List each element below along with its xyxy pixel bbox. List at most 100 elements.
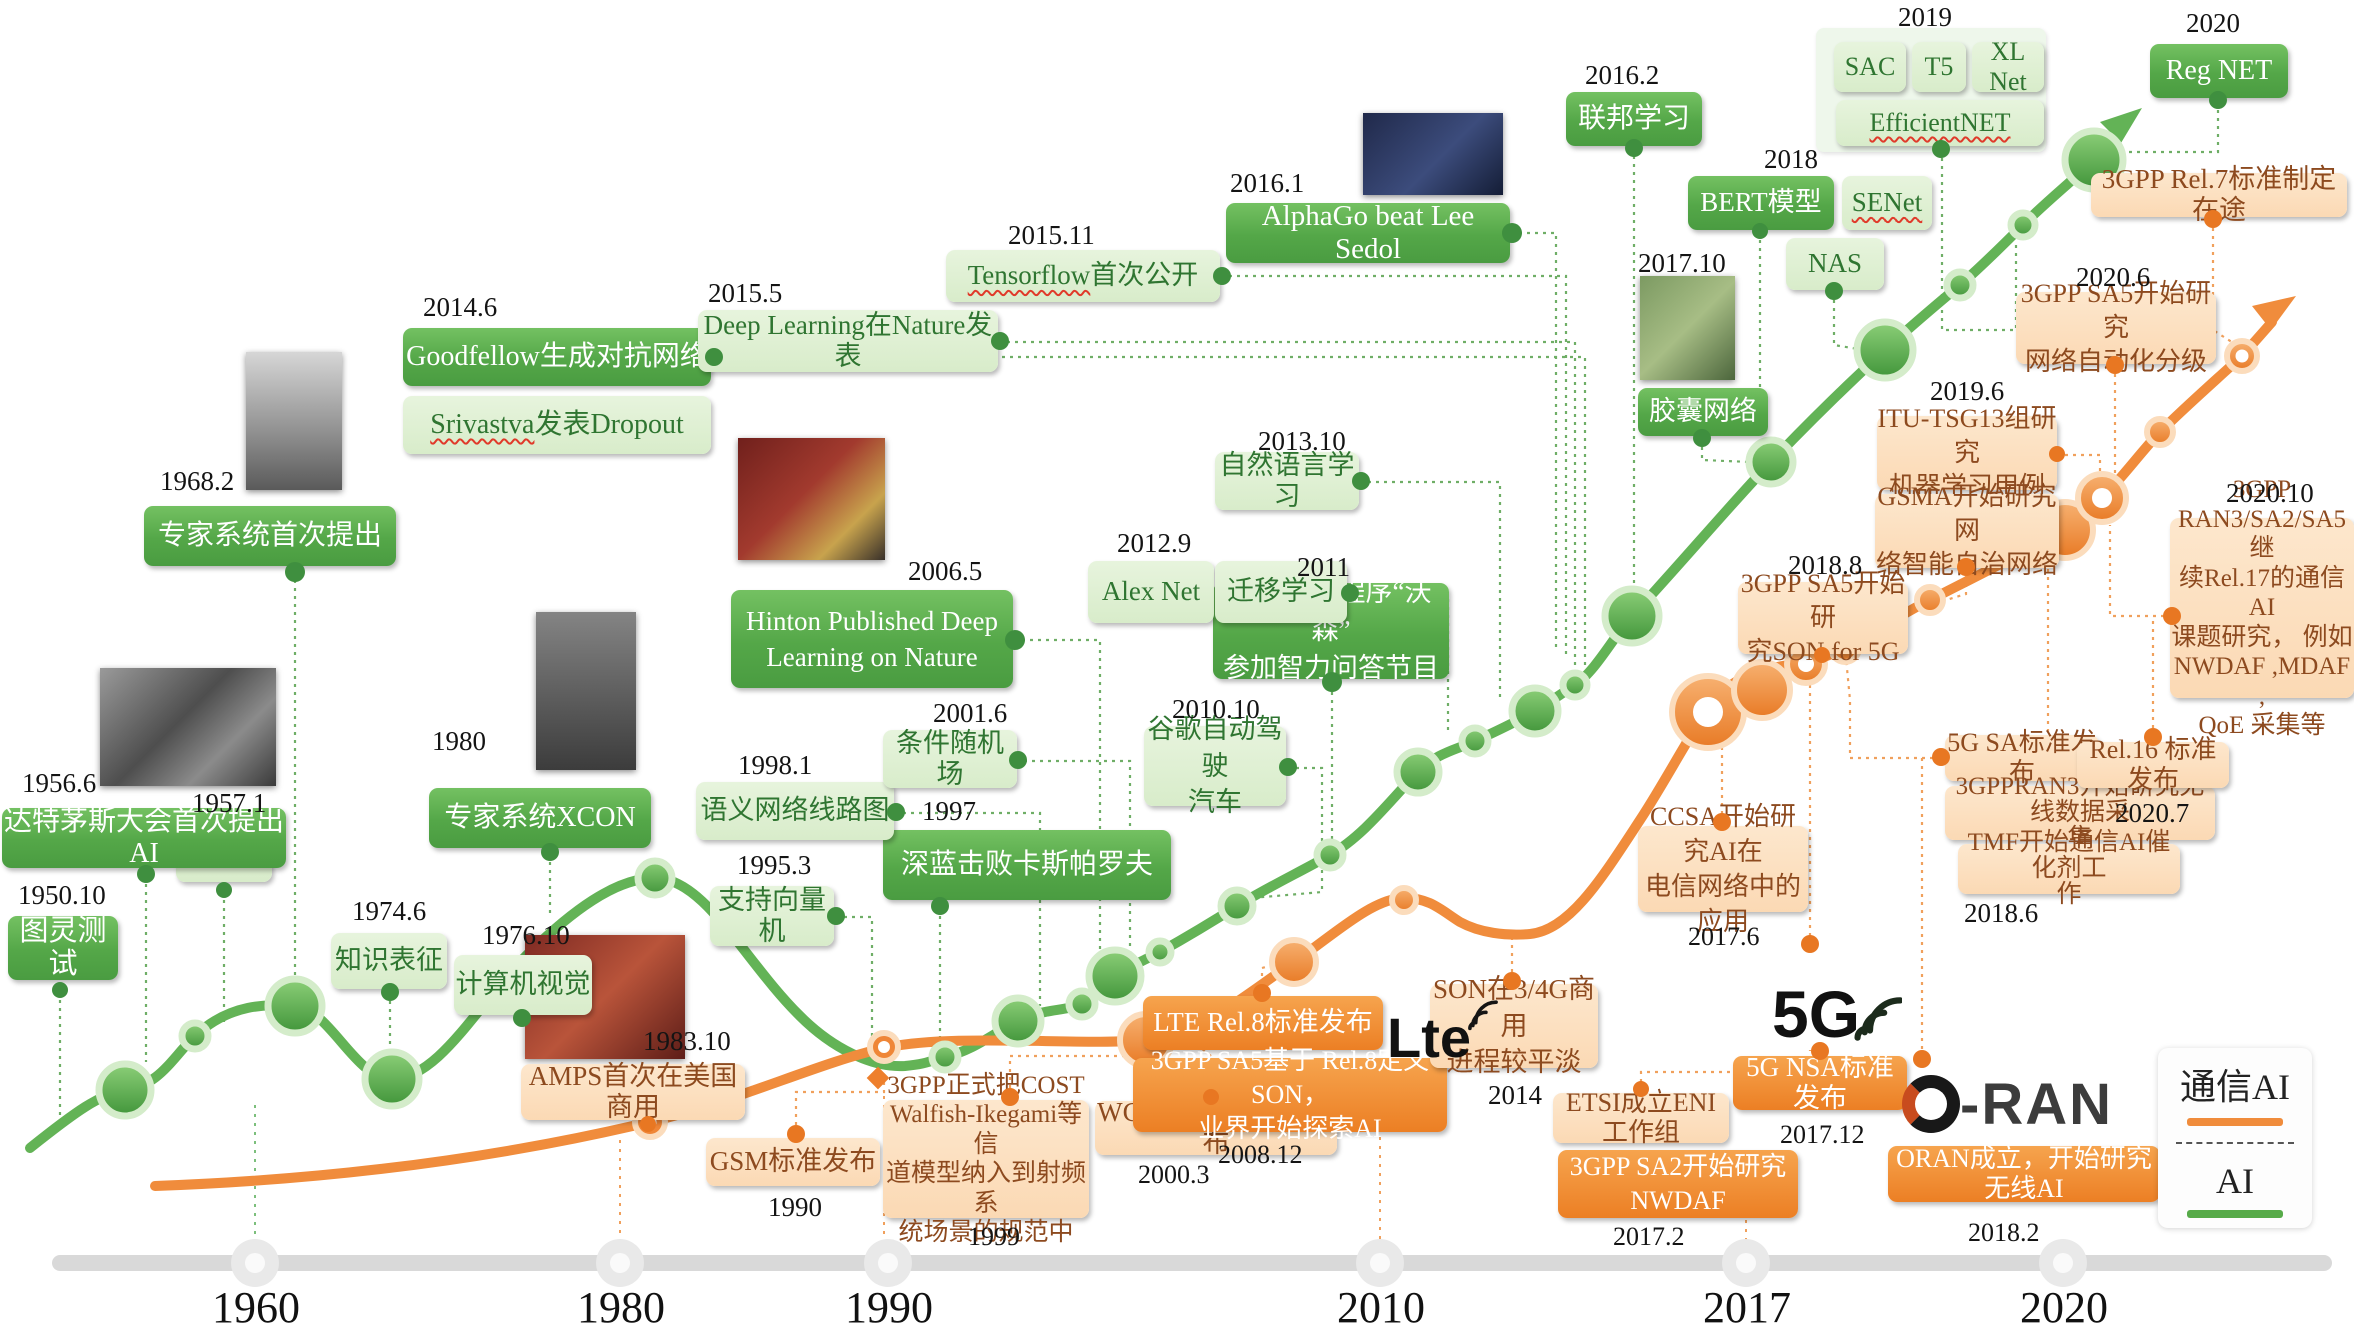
date-2020-10: 2020.10 bbox=[2226, 478, 2314, 508]
ai-curve-bubbles bbox=[95, 127, 2127, 1120]
event-regnet: Reg NET bbox=[2150, 44, 2288, 98]
event-nlp: 自然语言学习 bbox=[1215, 450, 1359, 511]
date-2014: 2014 bbox=[1488, 1080, 1542, 1110]
date-1980: 1980 bbox=[432, 726, 486, 756]
event-xcon: 专家系统XCON bbox=[429, 788, 651, 848]
event-sa5-son5g: 3GPP SA5开始研 究SON for 5G bbox=[1738, 569, 1908, 666]
event-dl-nature: Deep Learning在Nature发表 bbox=[698, 310, 998, 372]
date-2011: 2011 bbox=[1297, 552, 1350, 582]
event-gsm: GSM标准发布 bbox=[706, 1138, 880, 1186]
senet-label: SENet bbox=[1851, 187, 1923, 218]
event-semantic-network: 语义网络线路图 bbox=[696, 782, 894, 840]
event-oran-founded: ORAN成立，开始研究无线AI bbox=[1888, 1144, 2160, 1203]
date-2020-7: 2020.7 bbox=[2115, 798, 2190, 828]
lte-logo-waves bbox=[1468, 1000, 1498, 1031]
axis-2017: 2017 bbox=[1703, 1283, 1791, 1330]
timeline-axis-bar bbox=[52, 1255, 2332, 1271]
date-2013-10: 2013.10 bbox=[1258, 426, 1346, 456]
date-2008-12: 2008.12 bbox=[1218, 1140, 1303, 1169]
event-rel17-study: 3GPP RAN3/SA2/SA5继 续Rel.17的通信AI 课题研究， 例如… bbox=[2170, 476, 2354, 740]
axis-2010: 2010 bbox=[1337, 1283, 1425, 1330]
event-alphago: AlphaGo beat Lee Sedol bbox=[1226, 200, 1510, 265]
event-rel7: 3GPP Rel.7标准制定在途 bbox=[2091, 164, 2347, 225]
date-1998-1: 1998.1 bbox=[738, 750, 813, 780]
date-1956-6: 1956.6 bbox=[22, 768, 97, 798]
telecom-curve-arrowhead bbox=[2252, 296, 2296, 330]
event-tmf: TMF开始通信AI催化剂工 作 bbox=[1958, 829, 2180, 908]
date-2018-2: 2018.2 bbox=[1968, 1218, 2040, 1247]
lte-logo: Lte bbox=[1387, 985, 1499, 1065]
axis-1980: 1980 bbox=[577, 1283, 665, 1330]
date-1990-event: 1990 bbox=[768, 1192, 822, 1222]
5g-logo: 5G bbox=[1772, 948, 1902, 1047]
event-xlnet: XL Net bbox=[1972, 37, 2044, 96]
date-1974-6: 1974.6 bbox=[352, 896, 427, 926]
date-2019-6: 2019.6 bbox=[1930, 376, 2005, 406]
date-2015-5: 2015.5 bbox=[708, 278, 783, 308]
date-2020-6: 2020.6 bbox=[2076, 262, 2151, 292]
dartmouth-conference-photo bbox=[100, 668, 276, 786]
legend-ai-label: AI bbox=[2216, 1161, 2254, 1201]
oran-logo: -RAN bbox=[1902, 1066, 2146, 1142]
event-lte-rel8: LTE Rel.8标准发布 bbox=[1143, 996, 1383, 1050]
event-ran3-data: 3GPPRAN3开始研究无线数据采 集 bbox=[1945, 773, 2215, 852]
date-1995-3: 1995.3 bbox=[737, 850, 812, 880]
date-2018: 2018 bbox=[1764, 144, 1818, 174]
event-rel16: Rel.16 标准发布 bbox=[2077, 735, 2229, 794]
5g-logo-waves bbox=[1854, 997, 1902, 1041]
date-1957-1: 1957.1 bbox=[192, 788, 267, 818]
date-2010-10: 2010.10 bbox=[1172, 694, 1260, 724]
legend-ai-swatch bbox=[2187, 1210, 2283, 1218]
event-5g-nsa: 5G NSA标准发布 bbox=[1733, 1052, 1907, 1113]
event-ccsa: CCSA开始研究AI在 电信网络中的应用 bbox=[1638, 802, 1808, 936]
hinton-portrait-photo bbox=[1640, 276, 1735, 380]
date-2018-8: 2018.8 bbox=[1788, 550, 1863, 580]
event-tensorflow: Tensorflow首次公开 bbox=[946, 250, 1220, 302]
event-amps: AMPS首次在美国商用 bbox=[521, 1061, 745, 1122]
date-2000-3: 2000.3 bbox=[1138, 1160, 1210, 1189]
event-google-car: 谷歌自动驾驶 汽车 bbox=[1144, 714, 1286, 817]
axis-ticks bbox=[231, 1239, 2087, 1287]
event-capsule-network: 胶囊网络 bbox=[1638, 388, 1768, 436]
date-2017-10: 2017.10 bbox=[1638, 248, 1726, 278]
efficientnet-label: EfficientNET bbox=[1869, 108, 2011, 138]
event-efficientnet: EfficientNET bbox=[1836, 100, 2044, 146]
event-dropout: Srivastva发表Dropout bbox=[403, 396, 711, 454]
tensorflow-name: Tensorflow bbox=[967, 260, 1091, 291]
legend-divider bbox=[2176, 1142, 2294, 1144]
event-turing-test: 图灵测试 bbox=[8, 915, 118, 980]
event-cost-model: 3GPP正式把COST Walfish-Ikegami等信 道模型纳入到射频系 … bbox=[883, 1072, 1089, 1246]
event-knowledge-representation: 知识表征 bbox=[331, 933, 447, 989]
date-2018-6: 2018.6 bbox=[1964, 898, 2039, 928]
feigenbaum-portrait-photo bbox=[246, 352, 342, 490]
dropout-rest: 发表Dropout bbox=[534, 408, 684, 440]
date-2014-6: 2014.6 bbox=[423, 292, 498, 322]
date-2006-5: 2006.5 bbox=[908, 556, 983, 586]
event-sa2-nwdaf: 3GPP SA2开始研究 NWDAF bbox=[1558, 1150, 1798, 1218]
ai-curve-arrowhead bbox=[2100, 108, 2142, 143]
event-itu-tsg13: ITU-TSG13组研究 机器学习用例 bbox=[1877, 404, 2057, 501]
event-svm: 支持向量机 bbox=[710, 885, 834, 946]
hinton-lecture-photo bbox=[738, 438, 885, 560]
legend-telecom-swatch bbox=[2187, 1118, 2283, 1126]
event-gsma: GSMA开始研究网 络智能自治网络 bbox=[1875, 482, 2059, 579]
event-deep-blue: 深蓝击败卡斯帕罗夫 bbox=[883, 830, 1171, 900]
date-2017-6: 2017.6 bbox=[1688, 922, 1760, 951]
date-2017-2: 2017.2 bbox=[1613, 1222, 1685, 1251]
diamond-marker bbox=[866, 1066, 890, 1090]
event-5g-sa: 5G SA标准发布 bbox=[1945, 728, 2099, 787]
event-dartmouth: 达特茅斯大会首次提出AI bbox=[2, 805, 286, 869]
event-sac: SAC bbox=[1834, 42, 1906, 92]
date-2001-6: 2001.6 bbox=[933, 698, 1008, 728]
legend-telecom-label: 通信AI bbox=[2180, 1067, 2290, 1107]
date-2012-9: 2012.9 bbox=[1117, 528, 1192, 558]
axis-1990: 1990 bbox=[845, 1283, 933, 1330]
date-2016-2: 2016.2 bbox=[1585, 60, 1660, 90]
legend: 通信AI AI bbox=[2158, 1048, 2312, 1228]
date-2019: 2019 bbox=[1898, 2, 1952, 32]
event-sa5-rel8-son: 3GPP SA5基于 Rel.8定义SON， 业界开始探索AI bbox=[1133, 1046, 1447, 1143]
event-hinton-nature: Hinton Published Deep Learning on Nature bbox=[731, 590, 1013, 688]
date-2017-12: 2017.12 bbox=[1780, 1120, 1865, 1149]
